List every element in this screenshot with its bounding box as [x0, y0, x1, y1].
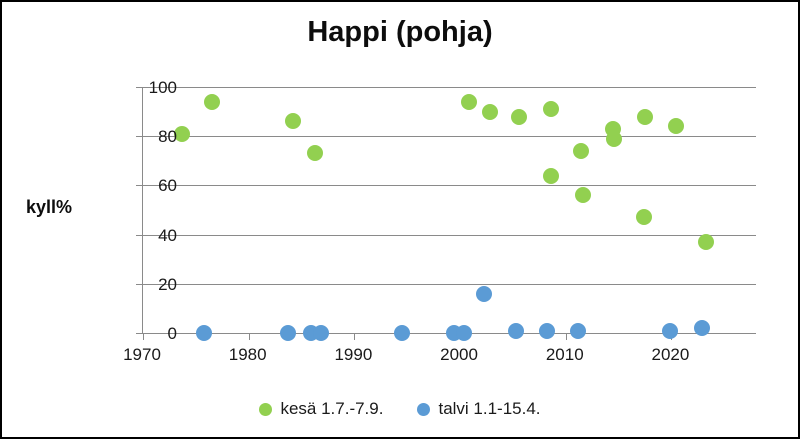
data-point-winter [476, 285, 493, 302]
data-point-summer [307, 145, 324, 162]
y-axis-tick [136, 333, 142, 334]
data-point-summer [542, 167, 559, 184]
y-axis-tick [136, 185, 142, 187]
data-point-summer [460, 93, 477, 110]
data-point-winter [456, 325, 473, 341]
y-tick-label: 20 [158, 274, 177, 294]
data-point-summer [698, 233, 715, 250]
y-tick-label: 40 [158, 225, 177, 245]
data-point-summer [572, 142, 589, 159]
data-point-winter [393, 325, 410, 341]
y-tick-label: 100 [148, 78, 177, 97]
gridline [143, 136, 756, 138]
data-point-summer [574, 187, 591, 204]
data-point-summer [481, 103, 498, 120]
x-tick-label: 1980 [228, 345, 267, 364]
data-point-summer [667, 118, 684, 135]
gridline [143, 234, 756, 236]
gridline [143, 87, 756, 88]
chart-title: Happi (pohja) [307, 16, 493, 48]
x-tick-label: 1970 [123, 345, 161, 364]
x-tick-label: 2020 [651, 345, 690, 364]
x-tick-label: 2010 [545, 345, 584, 364]
data-point-winter [508, 322, 525, 339]
data-point-summer [203, 93, 220, 110]
legend-item-summer: kesä 1.7.-7.9. [259, 399, 383, 419]
data-point-winter [662, 322, 679, 339]
y-axis-tick [136, 136, 142, 138]
data-point-winter [694, 320, 711, 337]
data-point-summer [285, 113, 302, 130]
data-point-winter [196, 325, 213, 341]
gridline [143, 185, 756, 187]
data-point-summer [511, 108, 528, 125]
y-axis-tick [136, 87, 142, 88]
y-tick-label: 80 [158, 127, 177, 147]
x-axis-tick [143, 334, 144, 340]
x-axis-tick [248, 334, 250, 340]
legend: kesä 1.7.-7.9. talvi 1.1-15.4. [2, 399, 798, 419]
y-axis-label: kyll% [25, 197, 73, 217]
legend-marker-icon [417, 402, 431, 416]
y-tick-label: 0 [167, 324, 177, 343]
legend-item-winter: talvi 1.1-15.4. [417, 399, 541, 419]
data-point-winter [570, 322, 587, 339]
data-point-winter [538, 322, 555, 339]
x-tick-label: 2000 [440, 345, 478, 364]
legend-label: kesä 1.7.-7.9. [280, 399, 384, 418]
y-tick-label: 60 [158, 176, 177, 196]
y-axis-tick [136, 234, 142, 236]
y-axis-tick [136, 283, 142, 285]
legend-label: talvi 1.1-15.4. [438, 399, 541, 418]
data-point-summer [637, 108, 654, 125]
data-point-summer [542, 101, 559, 118]
x-tick-label: 1990 [334, 345, 373, 364]
x-axis-tick [565, 334, 567, 340]
data-point-winter [312, 325, 329, 341]
data-point-winter [279, 325, 296, 341]
data-point-summer [635, 209, 652, 226]
x-axis-tick [354, 334, 356, 340]
legend-marker-icon [259, 402, 273, 416]
plot-area [136, 87, 756, 341]
gridline [143, 283, 756, 285]
data-point-summer [174, 125, 191, 142]
data-point-summer [606, 130, 623, 147]
